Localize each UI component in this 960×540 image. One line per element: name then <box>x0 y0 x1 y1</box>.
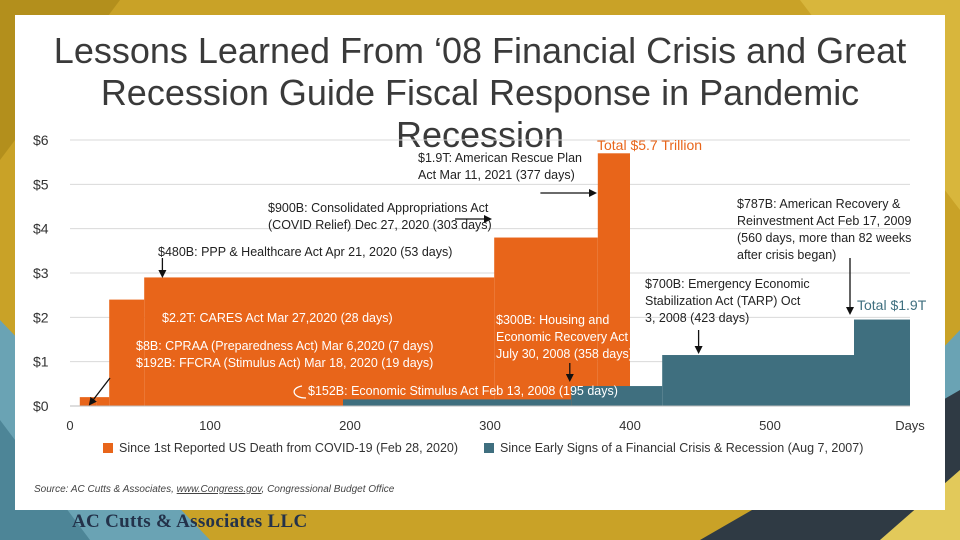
annotation-arra-line4: after crisis began) <box>737 248 837 262</box>
x-unit-label: Days <box>895 418 925 433</box>
source-note: Source: AC Cutts & Associates, www.Congr… <box>34 484 394 495</box>
recession-step-bar <box>854 319 910 406</box>
annotation-hera-line1: $300B: Housing and <box>496 313 610 327</box>
annotation-tarp-line1: $700B: Emergency Economic <box>645 277 810 291</box>
annotation-ppp: $480B: PPP & Healthcare Act Apr 21, 2020… <box>158 245 453 259</box>
axes: $0 $1 $2 $3 $4 $5 $6 0 100 200 300 400 500 Days <box>33 132 925 433</box>
recession-step-bar <box>571 386 663 406</box>
annotation-arrows <box>88 189 854 406</box>
y-tick-label: $2 <box>33 309 49 325</box>
legend-item-recession: Since Early Signs of a Financial Crisis … <box>484 441 863 455</box>
x-tick-label: 200 <box>339 418 361 433</box>
x-tick-label: 0 <box>66 418 73 433</box>
covid-step-bar <box>109 299 145 406</box>
annotation-caa-line1: $900B: Consolidated Appropriations Act <box>268 201 489 215</box>
annotation-arp-line1: $1.9T: American Rescue Plan <box>418 151 582 165</box>
annotation-hera-line2: Economic Recovery Act <box>496 330 628 344</box>
legend-item-covid: Since 1st Reported US Death from COVID-1… <box>103 441 458 455</box>
annotation-arp-line2: Act Mar 11, 2021 (377 days) <box>418 168 575 182</box>
annotation-arra-line2: Reinvestment Act Feb 17, 2009 <box>737 214 912 228</box>
source-suffix: , Congressional Budget Office <box>261 484 395 495</box>
annotation-caa-line2: (COVID Relief) Dec 27, 2020 (303 days) <box>268 218 492 232</box>
y-tick-label: $3 <box>33 265 49 281</box>
legend-swatch-covid <box>103 443 113 453</box>
annotation-arra-line3: (560 days, more than 82 weeks <box>737 231 912 245</box>
covid-step-bar <box>79 397 97 406</box>
total-recession-label: Total $1.9T <box>857 297 927 313</box>
source-prefix: Source: AC Cutts & Associates, <box>34 484 177 495</box>
annotation-cpraa: $8B: CPRAA (Preparedness Act) Mar 6,2020… <box>136 339 434 353</box>
x-tick-label: 300 <box>479 418 501 433</box>
x-tick-label: 500 <box>759 418 781 433</box>
y-tick-label: $4 <box>33 221 49 237</box>
annotation-arp: $1.9T: American Rescue Plan Act Mar 11, … <box>418 150 582 184</box>
recession-step-bar <box>662 355 854 406</box>
annotation-caa: $900B: Consolidated Appropriations Act (… <box>268 200 492 234</box>
slide-panel <box>15 15 945 510</box>
x-tick-label: 100 <box>199 418 221 433</box>
x-tick-label: 400 <box>619 418 641 433</box>
annotation-hera-line3: July 30, 2008 (358 days) <box>496 347 633 361</box>
covid-step-bar <box>144 277 495 406</box>
y-tick-label: $1 <box>33 354 49 370</box>
y-tick-label: $5 <box>33 176 49 192</box>
annotation-esa: $152B: Economic Stimulus Act Feb 13, 200… <box>308 384 618 398</box>
legend-label-recession: Since Early Signs of a Financial Crisis … <box>500 441 864 455</box>
annotation-cares: $2.2T: CARES Act Mar 27,2020 (28 days) <box>162 311 393 325</box>
y-tick-label: $0 <box>33 398 49 414</box>
annotation-hera: $300B: Housing and Economic Recovery Act… <box>496 312 633 363</box>
total-covid-label: Total $5.7 Trillion <box>597 137 703 153</box>
source-link[interactable]: www.Congress.gov <box>176 484 262 495</box>
series-areas <box>79 153 910 406</box>
legend-swatch-recession <box>484 443 494 453</box>
annotation-arra: $787B: American Recovery & Reinvestment … <box>737 196 911 264</box>
slide-title: Lessons Learned From ‘08 Financial Crisi… <box>15 30 945 156</box>
recession-step-bar <box>343 399 572 406</box>
covid-step-bar <box>96 397 110 406</box>
covid-step-bar <box>494 237 598 406</box>
annotation-tarp-line3: 3, 2008 (423 days) <box>645 311 750 325</box>
arrow-ffcra <box>88 377 111 406</box>
covid-step-bar <box>597 153 630 406</box>
company-logo-text: AC Cutts & Associates LLC <box>72 511 308 532</box>
title-line-2: Recession Guide Fiscal Response in Pande… <box>100 72 860 155</box>
annotation-arra-line1: $787B: American Recovery & <box>737 197 901 211</box>
arrow-esa <box>293 385 307 399</box>
annotation-tarp-line2: Stabilization Act (TARP) Oct <box>645 294 801 308</box>
legend-label-covid: Since 1st Reported US Death from COVID-1… <box>119 441 459 455</box>
y-tick-label: $6 <box>33 132 49 148</box>
title-line-1: Lessons Learned From ‘08 Financial Crisi… <box>53 30 907 71</box>
annotation-ffcra: $192B: FFCRA (Stimulus Act) Mar 18, 2020… <box>136 356 434 370</box>
annotation-tarp: $700B: Emergency Economic Stabilization … <box>645 276 810 327</box>
